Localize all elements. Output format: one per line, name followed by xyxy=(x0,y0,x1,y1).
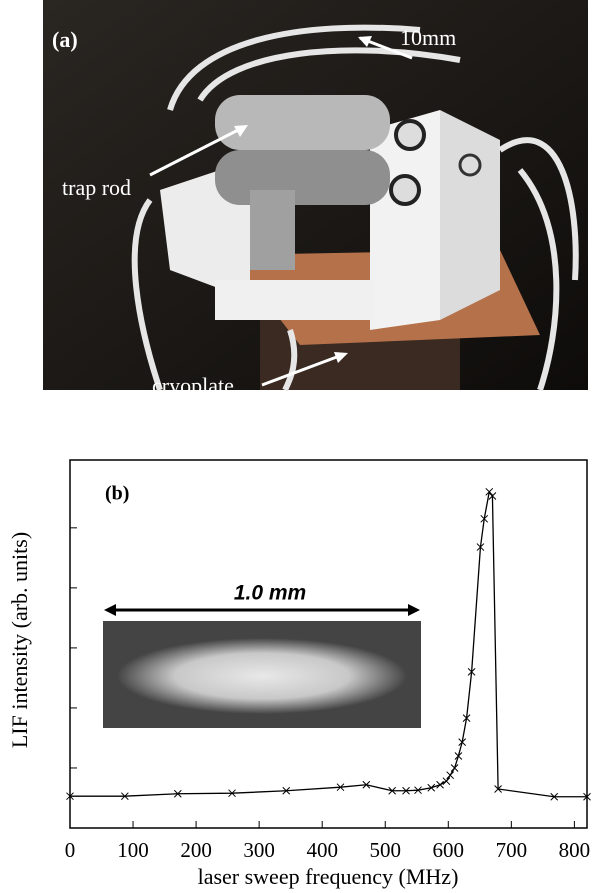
data-marker xyxy=(451,764,458,771)
inset-image xyxy=(103,604,421,728)
x-tick-label: 400 xyxy=(306,838,338,862)
x-tick-label: 100 xyxy=(117,838,149,862)
photo: (a) 10mm trap rod cryoplate xyxy=(43,0,588,398)
x-tick-label: 0 xyxy=(65,838,76,862)
data-marker xyxy=(443,778,450,785)
figure: (a) 10mm trap rod cryoplate (b) 1.0 mm l… xyxy=(0,0,594,893)
x-tick-label: 700 xyxy=(496,838,528,862)
x-tick-label: 200 xyxy=(180,838,212,862)
panel-label: (a) xyxy=(52,27,78,52)
data-marker xyxy=(437,781,444,788)
inset-scale-label: 1.0 mm xyxy=(234,582,306,605)
x-tick-label: 500 xyxy=(369,838,401,862)
trap-rod-annotation: trap rod xyxy=(62,175,131,200)
data-marker xyxy=(447,772,454,779)
y-axis-label: LIF intensity (arb. units) xyxy=(7,532,32,748)
x-tick-label: 300 xyxy=(243,838,275,862)
x-axis-label: laser sweep frequency (MHz) xyxy=(198,864,459,889)
x-tick-label: 600 xyxy=(433,838,465,862)
x-tick-label: 800 xyxy=(559,838,591,862)
panel-label: (b) xyxy=(105,483,129,505)
cryoplate-annotation: cryoplate xyxy=(152,373,234,398)
scale-annotation: 10mm xyxy=(400,25,456,50)
